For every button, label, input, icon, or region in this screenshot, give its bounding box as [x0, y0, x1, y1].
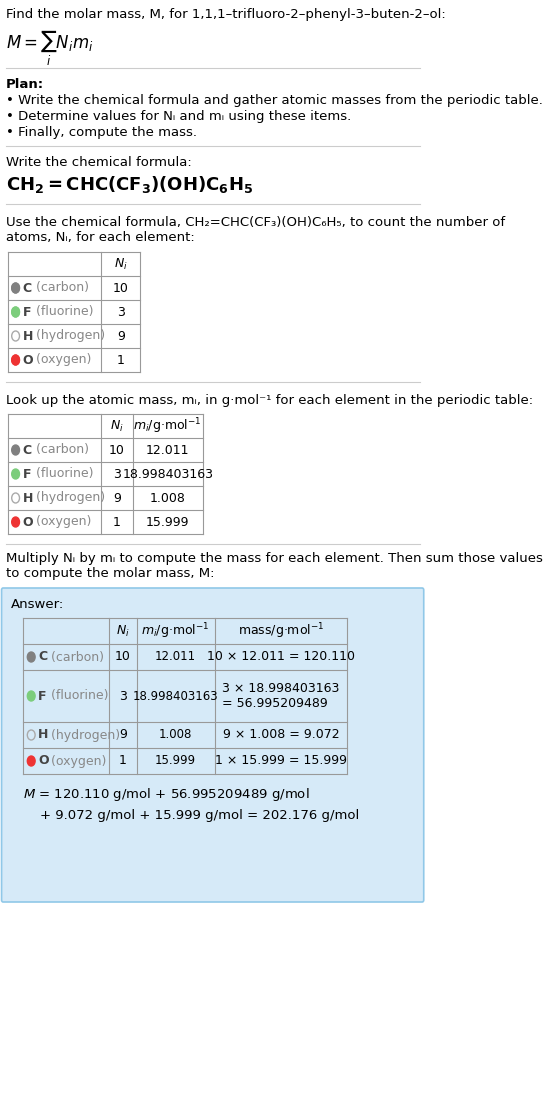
Text: (hydrogen): (hydrogen) [28, 330, 105, 342]
Text: C: C [22, 282, 32, 295]
Text: $M$ = 120.110 g/mol + 56.995209489 g/mol
    + 9.072 g/mol + 15.999 g/mol = 202.: $M$ = 120.110 g/mol + 56.995209489 g/mol… [23, 786, 360, 822]
Text: (fluorine): (fluorine) [43, 690, 109, 703]
Text: 1.008: 1.008 [159, 728, 192, 741]
Text: (oxygen): (oxygen) [43, 755, 106, 768]
Text: • Finally, compute the mass.: • Finally, compute the mass. [6, 126, 197, 139]
FancyBboxPatch shape [2, 588, 424, 902]
Text: $N_i$: $N_i$ [114, 256, 128, 272]
Text: C: C [38, 650, 48, 663]
Text: Answer:: Answer: [11, 598, 64, 611]
Text: C: C [22, 443, 32, 456]
Circle shape [11, 446, 20, 455]
Text: 3 × 18.998403163
= 56.995209489: 3 × 18.998403163 = 56.995209489 [222, 682, 340, 710]
Text: $N_i$: $N_i$ [116, 624, 130, 638]
Text: Multiply Nᵢ by mᵢ to compute the mass for each element. Then sum those values
to: Multiply Nᵢ by mᵢ to compute the mass fo… [6, 552, 543, 580]
Text: (hydrogen): (hydrogen) [43, 728, 121, 741]
Text: 18.998403163: 18.998403163 [133, 690, 218, 703]
Text: (fluorine): (fluorine) [28, 468, 93, 481]
Text: Plan:: Plan: [6, 78, 44, 91]
Text: (carbon): (carbon) [28, 282, 88, 295]
Circle shape [11, 283, 20, 293]
Text: Look up the atomic mass, mᵢ, in g·mol⁻¹ for each element in the periodic table:: Look up the atomic mass, mᵢ, in g·mol⁻¹ … [6, 394, 533, 407]
Text: Use the chemical formula, CH₂=CHC(CF₃)(OH)C₆H₅, to count the number of
atoms, Nᵢ: Use the chemical formula, CH₂=CHC(CF₃)(O… [6, 216, 506, 244]
Text: 9: 9 [119, 728, 127, 741]
Text: 9: 9 [117, 330, 125, 342]
Text: (oxygen): (oxygen) [28, 516, 91, 528]
Text: 10: 10 [115, 650, 131, 663]
Text: O: O [38, 755, 49, 768]
Text: Write the chemical formula:: Write the chemical formula: [6, 156, 192, 169]
Text: • Write the chemical formula and gather atomic masses from the periodic table.: • Write the chemical formula and gather … [6, 94, 543, 107]
Text: 15.999: 15.999 [146, 516, 189, 528]
Text: $M = \sum_i N_i m_i$: $M = \sum_i N_i m_i$ [6, 28, 94, 68]
Circle shape [11, 517, 20, 527]
Text: 3: 3 [113, 468, 121, 481]
Text: H: H [22, 330, 33, 342]
Text: (fluorine): (fluorine) [28, 306, 93, 319]
Text: 1: 1 [119, 755, 127, 768]
Text: F: F [38, 690, 47, 703]
Text: 10: 10 [109, 443, 125, 456]
Text: $\mathbf{CH_2{=}CHC(CF_3)(OH)C_6H_5}$: $\mathbf{CH_2{=}CHC(CF_3)(OH)C_6H_5}$ [6, 174, 253, 195]
Text: 9 × 1.008 = 9.072: 9 × 1.008 = 9.072 [223, 728, 339, 741]
Text: O: O [22, 516, 33, 528]
Text: 1: 1 [113, 516, 121, 528]
Text: 3: 3 [119, 690, 127, 703]
Text: (carbon): (carbon) [43, 650, 104, 663]
Circle shape [11, 307, 20, 317]
Text: H: H [22, 492, 33, 505]
Text: (oxygen): (oxygen) [28, 353, 91, 366]
Circle shape [11, 469, 20, 478]
Text: 3: 3 [117, 306, 125, 319]
Text: 18.998403163: 18.998403163 [122, 468, 213, 481]
Text: • Determine values for Nᵢ and mᵢ using these items.: • Determine values for Nᵢ and mᵢ using t… [6, 110, 352, 123]
Text: 1: 1 [117, 353, 125, 366]
Text: $m_i$/g·mol$^{-1}$: $m_i$/g·mol$^{-1}$ [141, 621, 210, 641]
Text: O: O [22, 353, 33, 366]
Text: F: F [22, 306, 31, 319]
Circle shape [27, 652, 35, 662]
Text: Find the molar mass, M, for 1,1,1–trifluoro-2–phenyl-3–buten-2–ol:: Find the molar mass, M, for 1,1,1–triflu… [6, 8, 446, 21]
Text: 1.008: 1.008 [150, 492, 186, 505]
Text: $m_i$/g·mol$^{-1}$: $m_i$/g·mol$^{-1}$ [133, 416, 202, 436]
Text: 12.011: 12.011 [155, 650, 196, 663]
Circle shape [27, 756, 35, 766]
Text: 12.011: 12.011 [146, 443, 189, 456]
Circle shape [11, 355, 20, 365]
Text: 9: 9 [113, 492, 121, 505]
Text: H: H [38, 728, 49, 741]
Circle shape [27, 691, 35, 701]
Text: 10 × 12.011 = 120.110: 10 × 12.011 = 120.110 [207, 650, 355, 663]
Text: (carbon): (carbon) [28, 443, 88, 456]
Text: 1 × 15.999 = 15.999: 1 × 15.999 = 15.999 [215, 755, 347, 768]
Text: (hydrogen): (hydrogen) [28, 492, 105, 505]
Text: 15.999: 15.999 [155, 755, 196, 768]
Text: 10: 10 [113, 282, 129, 295]
Text: $N_i$: $N_i$ [110, 418, 124, 433]
Text: F: F [22, 468, 31, 481]
Text: mass/g·mol$^{-1}$: mass/g·mol$^{-1}$ [238, 621, 324, 641]
